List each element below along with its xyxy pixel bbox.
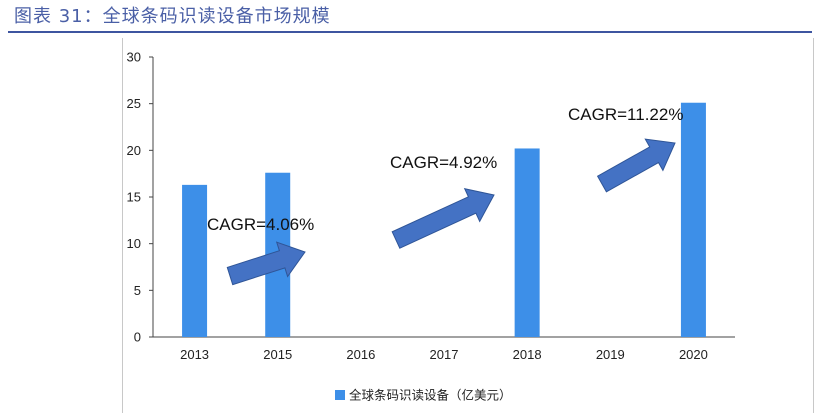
x-tick-label: 2015 xyxy=(263,347,292,362)
y-tick-label: 25 xyxy=(127,96,141,111)
y-tick-label: 30 xyxy=(127,50,141,65)
y-tick-label: 0 xyxy=(134,330,141,345)
y-tick-label: 15 xyxy=(127,190,141,205)
cagr-label: CAGR=4.92% xyxy=(390,153,497,172)
chart-title: 图表 31：全球条码识读设备市场规模 xyxy=(14,6,331,27)
x-tick-label: 2016 xyxy=(346,347,375,362)
bar xyxy=(680,102,706,337)
cagr-arrow xyxy=(226,241,306,286)
legend-swatch xyxy=(335,390,345,400)
cagr-arrow xyxy=(391,188,495,249)
x-tick-label: 2013 xyxy=(180,347,209,362)
x-tick-label: 2018 xyxy=(513,347,542,362)
y-tick-label: 20 xyxy=(127,143,141,158)
bar xyxy=(182,184,208,337)
x-tick-label: 2017 xyxy=(430,347,459,362)
bar xyxy=(514,148,540,337)
x-tick-label: 2019 xyxy=(596,347,625,362)
legend-label: 全球条码识读设备（亿美元） xyxy=(349,388,512,403)
x-tick-label: 2020 xyxy=(679,347,708,362)
cagr-label: CAGR=11.22% xyxy=(568,105,683,124)
cagr-label: CAGR=4.06% xyxy=(207,215,314,234)
cagr-arrow xyxy=(596,138,676,193)
y-tick-label: 5 xyxy=(134,283,141,298)
y-tick-label: 10 xyxy=(127,236,141,251)
chart-frame xyxy=(122,38,814,413)
title-rule xyxy=(8,31,812,33)
